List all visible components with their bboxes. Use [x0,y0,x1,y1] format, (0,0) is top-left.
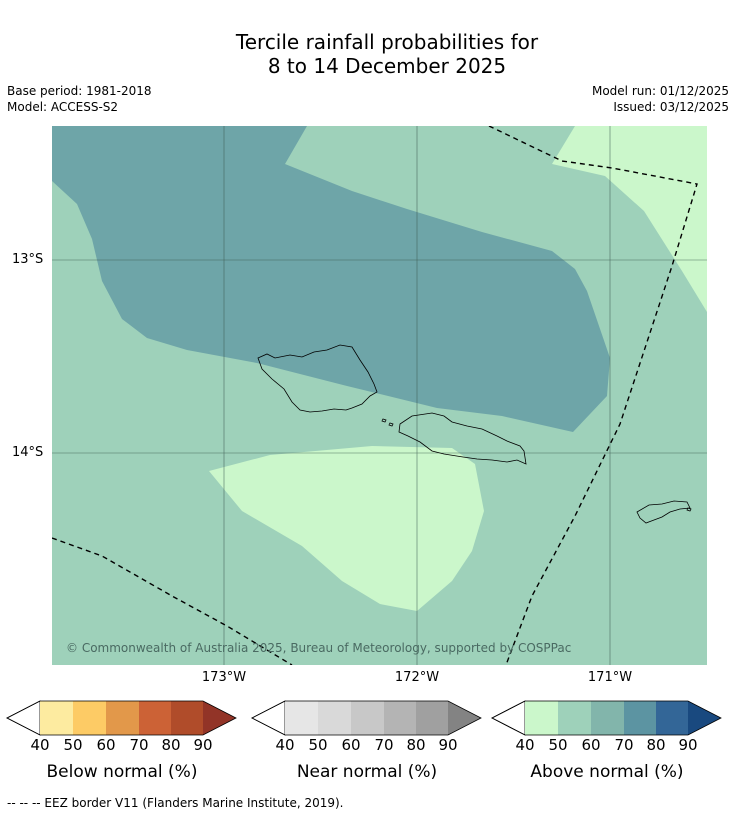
upolu-island [398,412,527,465]
colorbar-near-swatch-3 [351,701,384,735]
meta-right: Model run: 01/12/2025 Issued: 03/12/2025 [592,83,729,115]
near-tick-60: 60 [341,736,361,754]
graticule [52,126,707,665]
colorbar-near [251,700,482,736]
savaii-island [257,344,378,413]
copyright-notice: © Commonwealth of Australia 2025, Bureau… [66,641,572,655]
colorbar-below-swatch-3 [106,701,139,735]
eez-border [52,126,698,665]
colorbar-near-swatch-1 [285,701,318,735]
below-tick-60: 60 [96,736,116,754]
below-tick-40: 40 [30,736,50,754]
islands [257,344,692,524]
colorbar-above-swatch-5 [656,701,688,735]
map-svg [52,126,707,665]
near-tick-70: 70 [374,736,394,754]
above-tick-90: 90 [678,736,698,754]
colorbar-near-swatch-2 [318,701,351,735]
colorbar-below-max-arrow [203,701,236,735]
below-tick-80: 80 [161,736,181,754]
tutuila-island [636,500,691,524]
colorbar-below-min-arrow [6,700,41,736]
title-line-2: 8 to 14 December 2025 [267,54,507,78]
colorbar-above-swatch-4 [624,701,656,735]
colorbar-near-swatch-5 [416,701,448,735]
colorbar-below-swatch-2 [73,701,106,735]
colorbar-near-swatch-4 [384,701,416,735]
base-period: Base period: 1981-2018 [7,84,152,98]
near-tick-90: 90 [438,736,458,754]
colorbar-above-max-arrow [688,701,721,735]
islet-2 [388,422,394,427]
map-panel[interactable]: © Commonwealth of Australia 2025, Bureau… [52,126,707,665]
near-tick-40: 40 [275,736,295,754]
title-line-1: Tercile rainfall probabilities for [235,30,539,54]
below-normal-title: Below normal (%) [46,762,198,782]
below-tick-70: 70 [129,736,149,754]
above-tick-70: 70 [614,736,634,754]
colorbar-near-max-arrow [448,701,481,735]
above-normal-title: Above normal (%) [530,762,684,782]
colorbar-above-min-arrow [491,700,526,736]
aunuu-islet [686,507,692,512]
islet-1 [381,418,387,423]
above-40-region-south [209,446,484,611]
colorbar-above-swatch-2 [558,701,591,735]
colorbar-near-min-arrow [251,700,286,736]
below-tick-90: 90 [193,736,213,754]
near-tick-80: 80 [406,736,426,754]
above-40-region-ne [552,126,707,312]
above-tick-60: 60 [581,736,601,754]
meta-left: Base period: 1981-2018 Model: ACCESS-S2 [7,83,152,115]
model-name: Model: ACCESS-S2 [7,100,119,114]
colorbar-above-swatch-3 [591,701,624,735]
lon-label-173w: 173°W [201,670,247,685]
lat-label-13s: 13°S [12,252,44,267]
map-title: Tercile rainfall probabilities for 8 to … [0,30,736,78]
colorbar-below-swatch-4 [139,701,171,735]
colorbar-below [6,700,237,736]
issued-date: Issued: 03/12/2025 [613,100,729,114]
near-tick-50: 50 [308,736,328,754]
lon-label-172w: 172°W [394,670,440,685]
above-70-region [52,126,610,432]
eez-footnote: -- -- -- EEZ border V11 (Flanders Marine… [7,796,344,810]
colorbar-above-swatch-1 [525,701,558,735]
colorbar-above [491,700,722,736]
above-tick-40: 40 [515,736,535,754]
colorbar-below-swatch-5 [171,701,203,735]
colorbar-below-swatch-1 [40,701,73,735]
model-run: Model run: 01/12/2025 [591,84,729,98]
below-tick-50: 50 [63,736,83,754]
lat-label-14s: 14°S [12,445,44,460]
above-tick-80: 80 [646,736,666,754]
near-normal-title: Near normal (%) [296,762,438,782]
lon-label-171w: 171°W [587,670,633,685]
above-tick-50: 50 [548,736,568,754]
